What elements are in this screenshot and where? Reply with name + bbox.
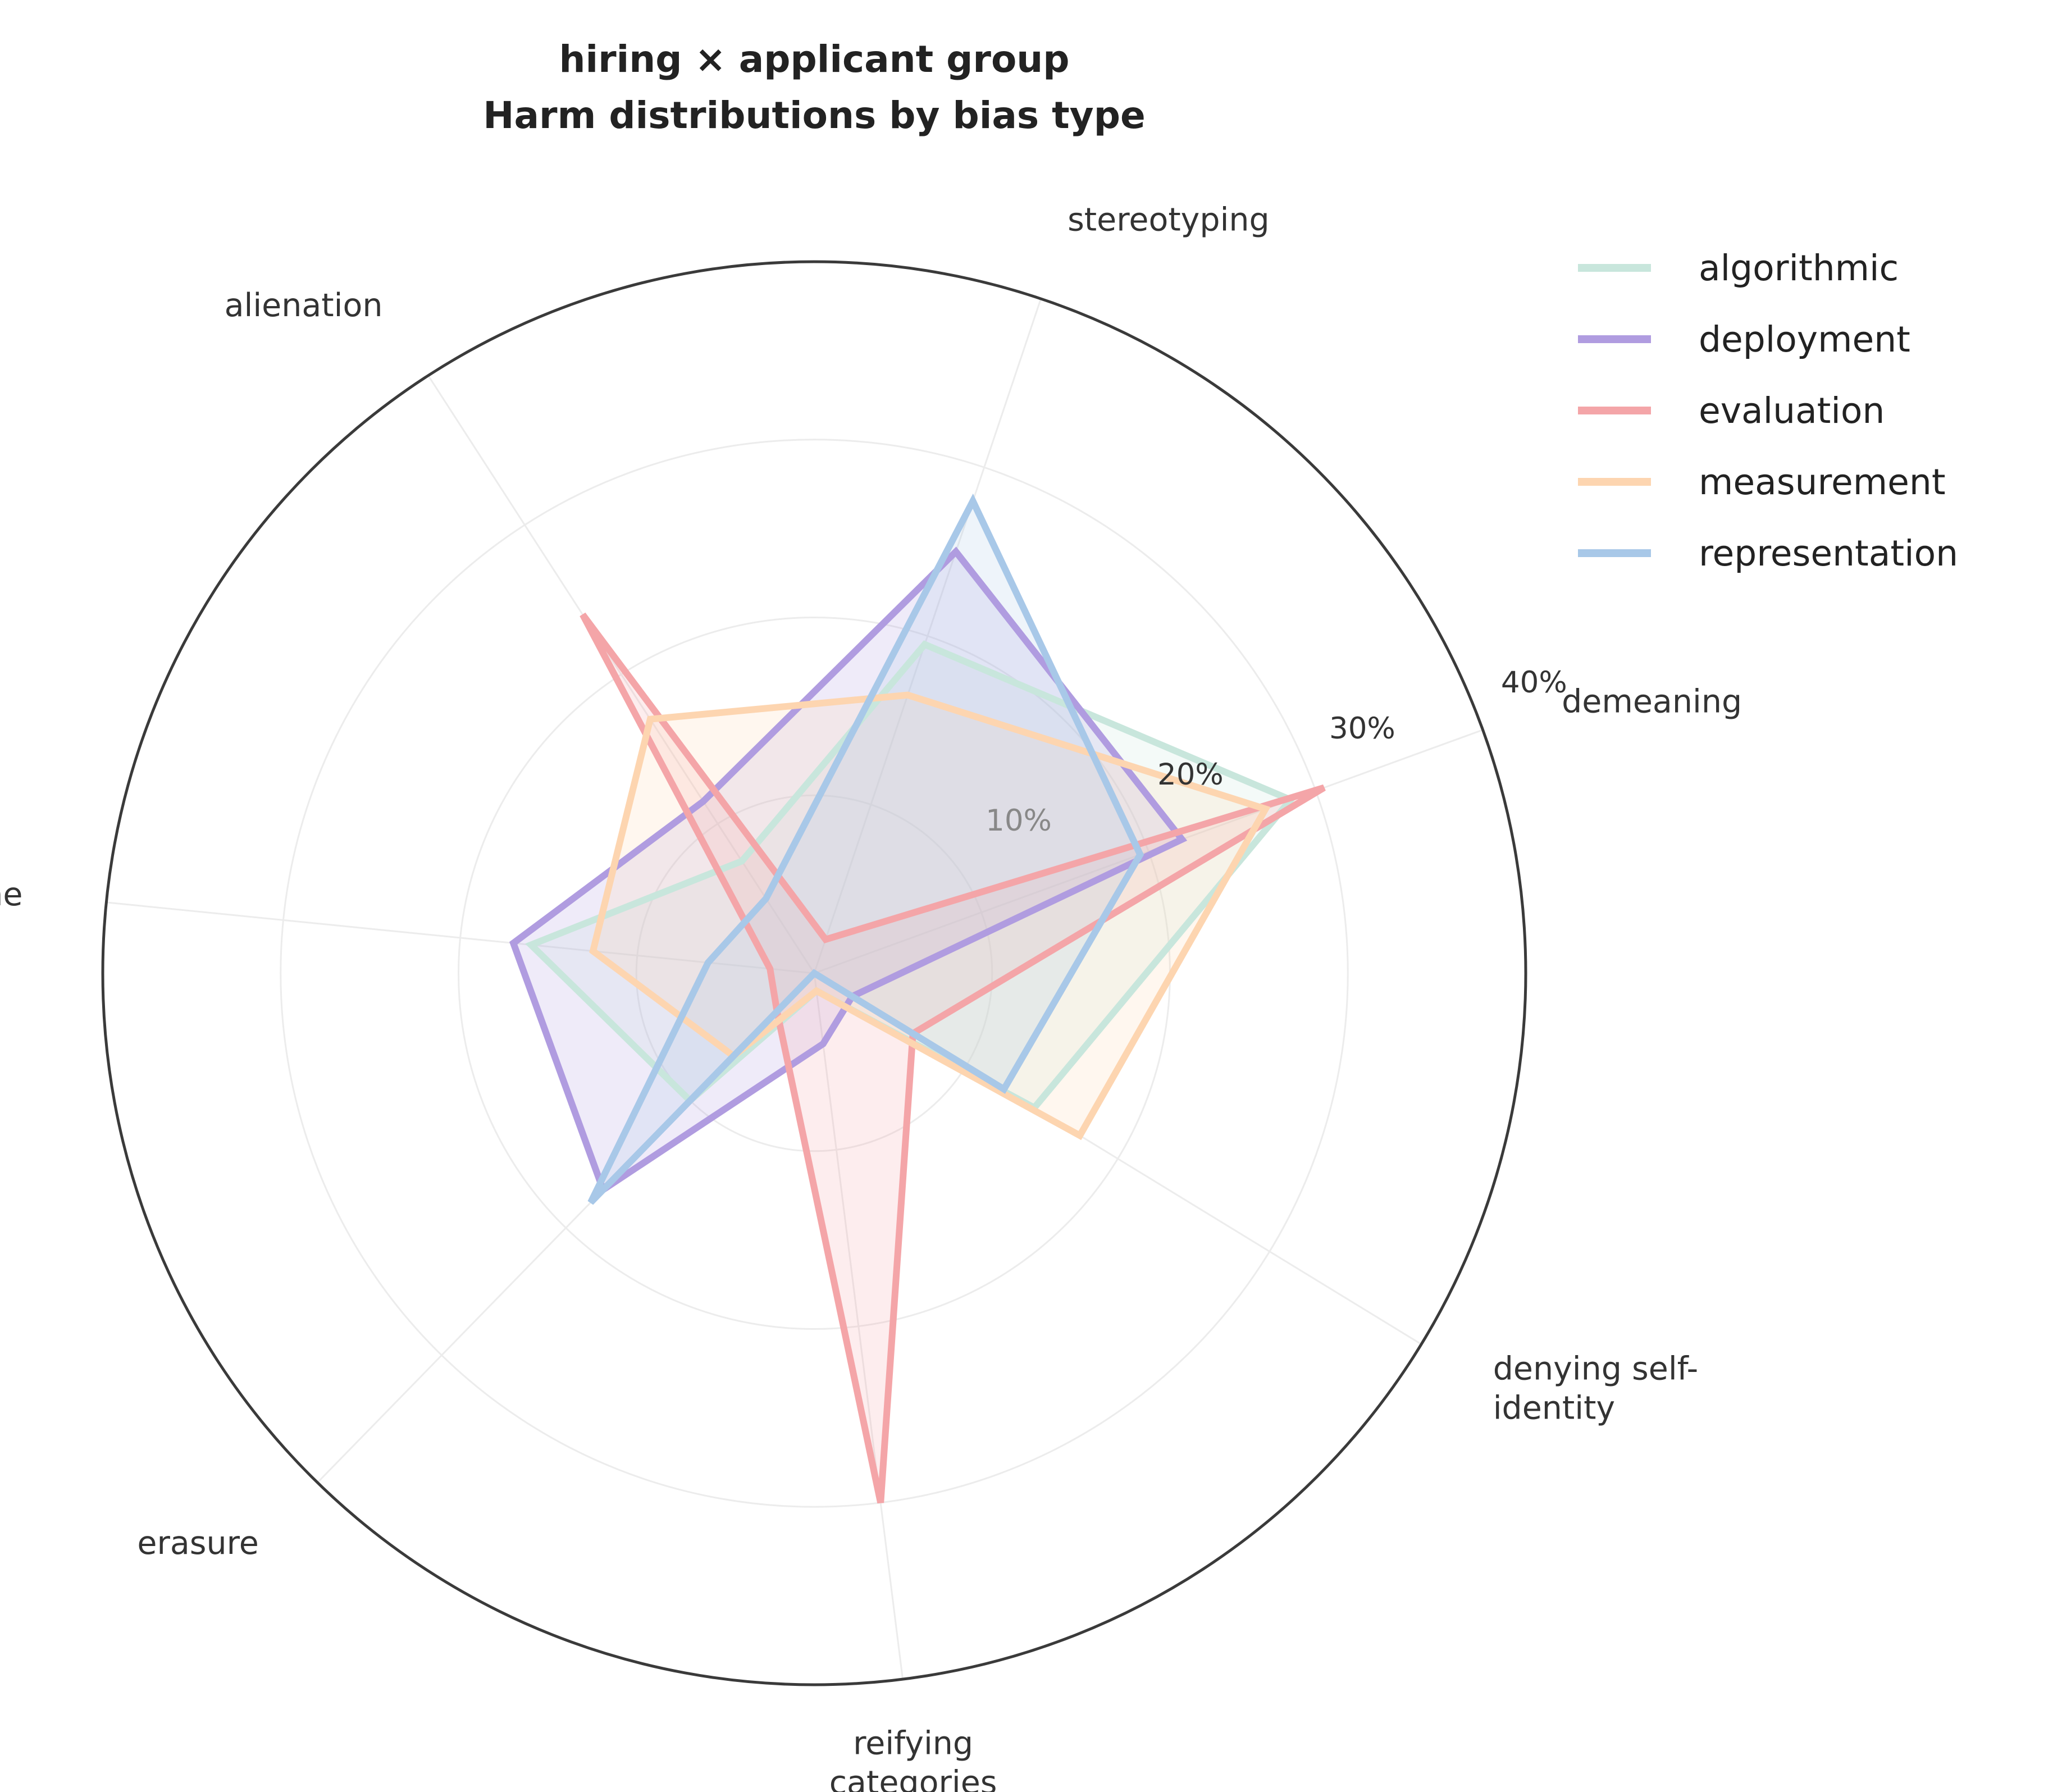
- legend-label-measurement: measurement: [1699, 462, 1946, 503]
- outer-ring: [101, 260, 1527, 1686]
- grid-ring-1: [635, 794, 993, 1152]
- axis-label-reifying-categories: reifying categories: [829, 1725, 997, 1792]
- legend-label-algorithmic: algorithmic: [1699, 248, 1899, 289]
- chart-title-line-2: Harm distributions by bias type: [483, 94, 1145, 137]
- axis-label-demeaning: demeaning: [1562, 683, 1742, 721]
- series-fill-deployment: [513, 551, 1182, 1190]
- radial-tick-label-30: 30%: [1329, 712, 1395, 746]
- axis-label-stereotyping: stereotyping: [1068, 201, 1270, 238]
- chart-title: hiring × applicant group Harm distributi…: [483, 38, 1145, 137]
- axis-labels: demeaning stereotyping alienation none erasu…: [0, 201, 1742, 1792]
- series-lines: [509, 493, 1326, 1504]
- radial-tick-label-20: 20%: [1157, 758, 1224, 792]
- grid-spoke-1: [814, 729, 1484, 974]
- grid-spoke-6: [813, 973, 904, 1680]
- radial-tick-label-10: 10%: [986, 804, 1052, 838]
- axis-label-none: none: [0, 876, 23, 913]
- grid-ring-3: [280, 439, 1349, 1508]
- legend-label-deployment: deployment: [1699, 319, 1910, 360]
- legend: algorithmic deployment evaluation measureme…: [1578, 248, 1958, 574]
- series-fills: [513, 501, 1324, 1503]
- series-line-evaluation: [580, 612, 1326, 1504]
- legend-label-representation: representation: [1699, 533, 1958, 574]
- axis-label-erasure: erasure: [137, 1525, 259, 1562]
- chart-title-line-1: hiring × applicant group: [559, 38, 1069, 81]
- grid-spoke-2: [813, 298, 1042, 974]
- series-line-measurement: [589, 691, 1271, 1141]
- axis-label-alienation: alienation: [225, 287, 383, 324]
- series-line-representation: [587, 493, 1144, 1205]
- legend-label-evaluation: evaluation: [1699, 390, 1885, 431]
- series-fill-algorithmic: [531, 644, 1291, 1108]
- radial-tick-labels: 10% 20% 30% 40%: [986, 665, 1567, 838]
- axis-label-denying-self-identity: denying self-identity: [1493, 1351, 1699, 1427]
- grid-spoke-3: [427, 375, 815, 974]
- radial-tick-label-40: 40%: [1501, 665, 1567, 700]
- grid-spoke-4: [106, 901, 815, 974]
